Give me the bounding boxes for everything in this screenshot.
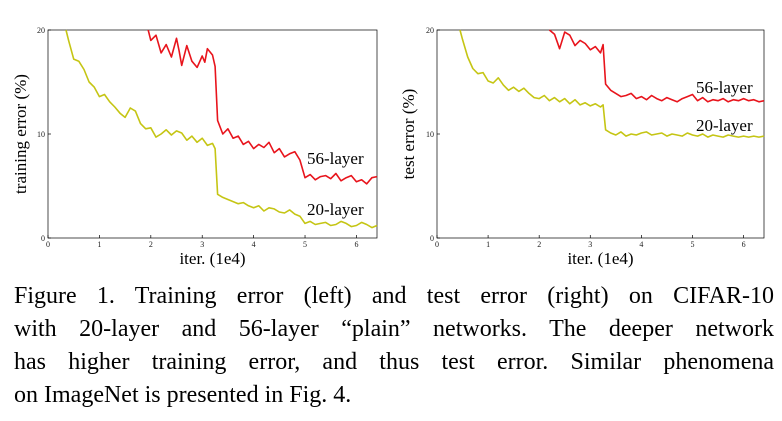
figure-caption: Figure 1. Training error (left) and test… [14, 280, 774, 412]
x-tick-label: 4 [639, 240, 643, 249]
x-tick-label: 5 [690, 240, 694, 249]
x-axis-title: iter. (1e4) [179, 249, 245, 268]
x-tick-label: 6 [354, 240, 358, 249]
caption-line: with 20-layer and 56-layer “plain” netwo… [14, 316, 774, 342]
caption-line: Figure 1. Training error (left) and test… [14, 283, 774, 309]
x-tick-label: 3 [200, 240, 204, 249]
series-line-20-layer [65, 29, 378, 229]
y-axis-title: test error (%) [399, 89, 418, 180]
y-axis-title: training error (%) [11, 74, 30, 194]
x-tick-label: 1 [97, 240, 101, 249]
series-label: 56-layer [307, 149, 364, 168]
series-line-56-layer [147, 29, 378, 185]
y-tick-label: 0 [41, 234, 45, 243]
x-tick-label: 4 [252, 240, 256, 249]
training-error-chart: 0 1 2 3 4 5 6 0 10 20 iter. (1e4) training error (%… [11, 26, 378, 268]
series-label: 56-layer [696, 78, 753, 97]
test-error-chart: 0 1 2 3 4 5 6 0 10 20 iter. (1e4) test error (%) 56-… [399, 26, 765, 268]
series-line-20-layer [459, 29, 765, 138]
x-tick-label: 5 [303, 240, 307, 249]
x-tick-label: 2 [537, 240, 541, 249]
series-label: 20-layer [696, 116, 753, 135]
x-tick-label: 0 [46, 240, 50, 249]
x-tick-label: 1 [486, 240, 490, 249]
caption-line: has higher training error, and thus test… [14, 349, 774, 375]
series-label: 20-layer [307, 200, 364, 219]
caption-line: on ImageNet is presented in Fig. 4. [14, 382, 352, 408]
x-axis-title: iter. (1e4) [567, 249, 633, 268]
y-tick-label: 10 [37, 130, 45, 139]
y-tick-label: 0 [430, 234, 434, 243]
y-tick-label: 20 [426, 26, 434, 35]
y-tick-label: 20 [37, 26, 45, 35]
x-tick-label: 0 [435, 240, 439, 249]
x-tick-label: 3 [588, 240, 592, 249]
y-tick-label: 10 [426, 130, 434, 139]
x-tick-label: 6 [742, 240, 746, 249]
x-tick-label: 2 [149, 240, 153, 249]
series-line-56-layer [548, 29, 765, 103]
